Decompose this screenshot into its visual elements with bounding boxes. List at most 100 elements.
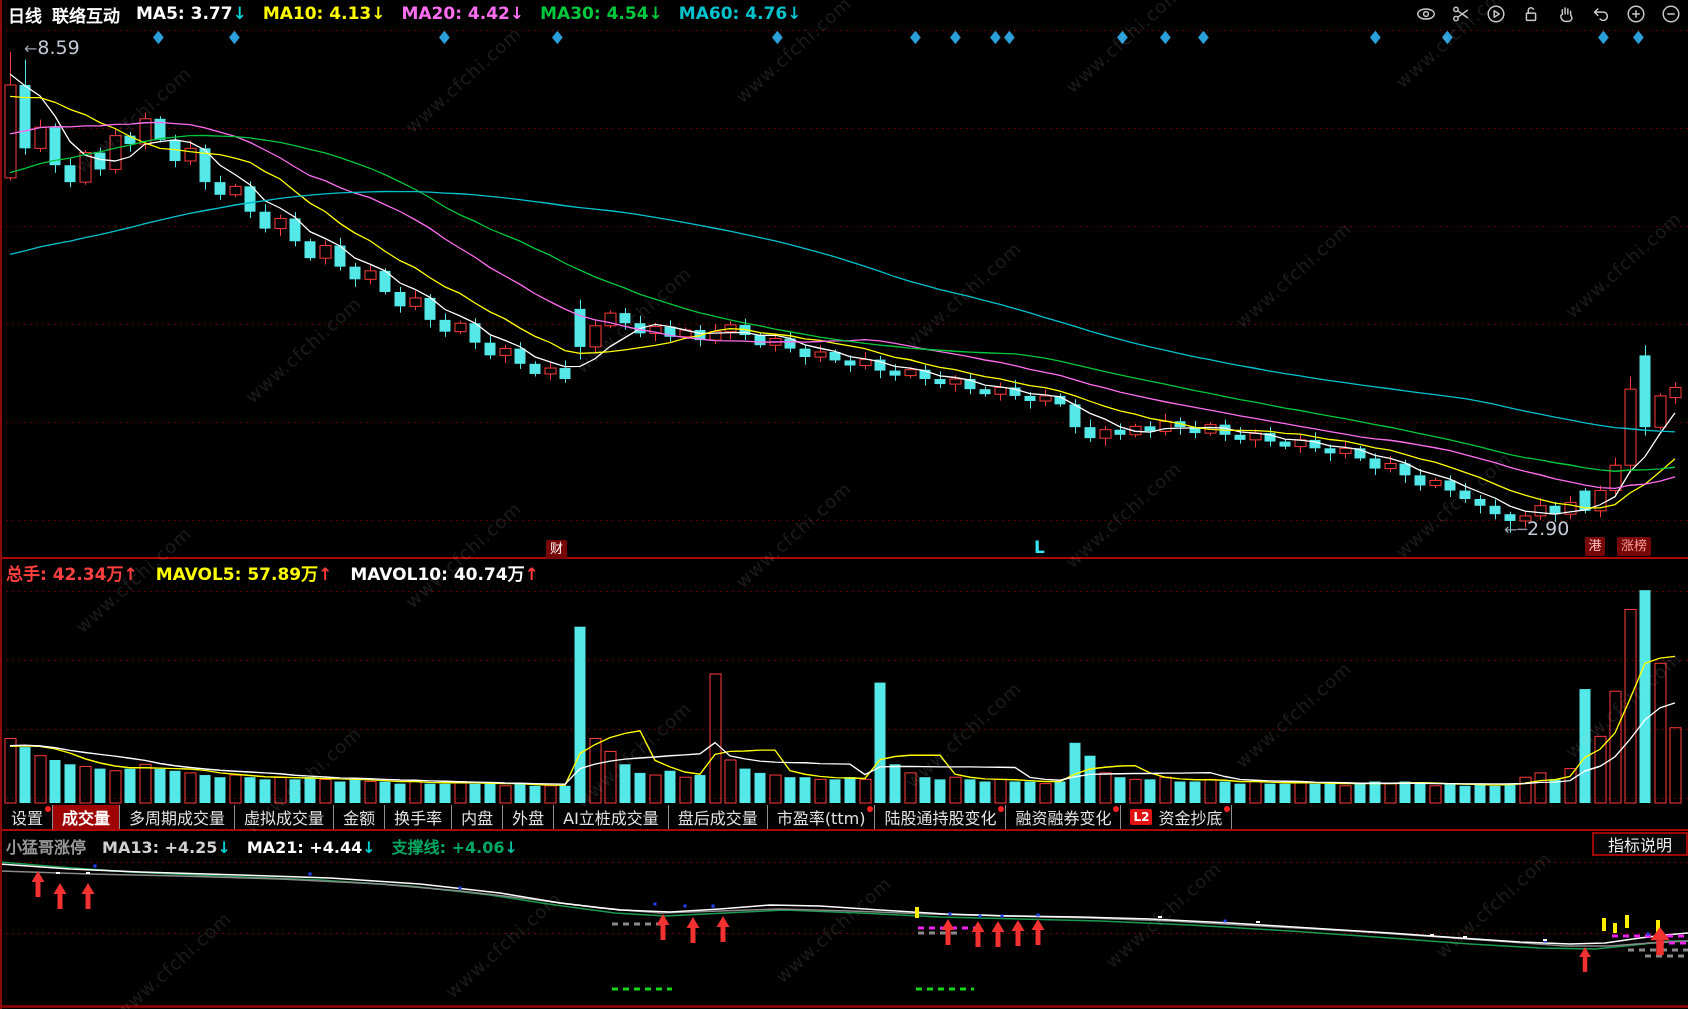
down-arrow-icon: ↓ [504, 838, 518, 857]
l2-badge: L2 [1130, 809, 1153, 825]
down-arrow-icon: ↓ [371, 4, 386, 24]
event-diamond-icon[interactable]: ◆ [772, 27, 783, 47]
event-diamond-icon[interactable]: ◆ [910, 27, 921, 47]
play-circle-icon[interactable] [1485, 3, 1507, 25]
scissors-icon[interactable] [1450, 3, 1472, 25]
left-arrow-icon: ← [24, 39, 38, 58]
indicator-chart-canvas[interactable] [0, 860, 1688, 1009]
tab-label: 内盘 [461, 809, 494, 828]
tab-label: 换手率 [394, 809, 443, 828]
indicator-tab-bar: 设置 成交量 多周期成交量 虚拟成交量 金额 换手率 内盘 外盘 AI立桩成交量 盘后成交量 市盈率… [2, 805, 1686, 829]
event-diamond-icon[interactable]: ◆ [1160, 27, 1171, 47]
volume-legend-item: MAVOL5: 57.89万↑ [156, 560, 333, 585]
separator-indicator [0, 829, 1688, 831]
symbol-name[interactable]: 联络互动 [52, 6, 120, 27]
hand-icon[interactable] [1555, 3, 1577, 25]
badge-limit-board[interactable]: 涨榜 [1617, 537, 1651, 556]
event-diamond-icon[interactable]: ◆ [1198, 27, 1209, 47]
tab-item-6[interactable]: 换手率 [385, 805, 453, 829]
indicator-legend-item: MA21: +4.44↓ [247, 838, 376, 857]
notification-dot [1113, 806, 1120, 812]
tab-item-7[interactable]: 内盘 [452, 805, 504, 829]
tab-label: 多周期成交量 [129, 809, 226, 828]
zoom-out-icon[interactable] [1660, 3, 1682, 25]
left-arrow-icon: ←─ [1504, 520, 1528, 539]
event-diamond-icon[interactable]: ◆ [439, 27, 450, 47]
down-arrow-icon: ↓ [787, 4, 802, 24]
indicator-value: MA21: +4.44 [246, 838, 363, 857]
event-diamond-icon[interactable]: ◆ [950, 27, 961, 47]
event-diamond-icon[interactable]: ◆ [153, 27, 164, 47]
undo-icon[interactable] [1590, 3, 1612, 25]
event-diamond-icon[interactable]: ◆ [990, 27, 1001, 47]
tab-item-2[interactable]: 成交量 [53, 805, 121, 829]
notification-dot [867, 806, 874, 812]
tab-label: 盘后成交量 [677, 809, 758, 828]
tab-item-13[interactable]: 融资融券变化 [1006, 805, 1122, 829]
down-arrow-icon: ↓ [232, 4, 247, 24]
down-arrow-icon: ↓ [509, 4, 525, 24]
ma-value: MA20: 4.42 [401, 4, 510, 24]
event-diamond-icon[interactable]: ◆ [229, 27, 240, 47]
event-diamond-icon[interactable]: ◆ [1598, 27, 1609, 47]
left-frame-border [0, 0, 2, 1009]
tab-label: 资金抄底 [1158, 809, 1223, 828]
separator-bottom [0, 1006, 1688, 1008]
volume-legend-item: 总手: 42.34万↑ [6, 560, 138, 585]
tab-item-9[interactable]: AI立桩成交量 [554, 805, 669, 829]
indicator-help-button[interactable]: 指标说明 [1591, 832, 1688, 856]
tab-item-11[interactable]: 市盈率(ttm) [768, 805, 876, 829]
chart-toolbar [1415, 2, 1682, 26]
indicator-values: MA13: +4.25↓ MA21: +4.44↓ 支撑线: +4.06↓ [102, 834, 534, 858]
tab-item-1[interactable]: 设置 [2, 805, 54, 829]
event-diamond-icon[interactable]: ◆ [1117, 27, 1128, 47]
ma-value: MA60: 4.76 [678, 4, 788, 24]
zoom-in-icon[interactable] [1625, 3, 1647, 25]
up-arrow-icon: ↑ [318, 565, 333, 585]
event-diamond-icon[interactable]: ◆ [1442, 27, 1453, 47]
volume-legend-item: MAVOL10: 40.74万↑ [350, 560, 538, 585]
tab-item-3[interactable]: 多周期成交量 [120, 805, 236, 829]
indicator-legend-item: MA13: +4.25↓ [102, 838, 231, 857]
event-diamond-icon[interactable]: ◆ [552, 27, 563, 47]
badge-cai[interactable]: 财 [546, 540, 567, 559]
separator-volume [0, 557, 1688, 559]
ma-legend: MA5: 3.77↓ MA10: 4.13↓ MA20: 4.42↓ MA30: 4.… [136, 4, 817, 24]
main-chart-canvas[interactable] [0, 28, 1688, 558]
tab-label: 成交量 [62, 809, 111, 828]
tab-item-14[interactable]: L2 资金抄底 [1121, 805, 1233, 829]
volume-legend: 总手: 42.34万↑ MAVOL5: 57.89万↑ MAVOL10: 40.74… [6, 560, 539, 585]
marker-l: L [1034, 538, 1045, 558]
indicator-value: 支撑线: +4.06 [391, 838, 505, 857]
ma-legend-item: MA60: 4.76↓ [679, 4, 802, 24]
tab-label: 融资融券变化 [1015, 809, 1112, 828]
tab-label: 外盘 [512, 809, 545, 828]
indicator-legend: 小猛哥涨停 MA13: +4.25↓ MA21: +4.44↓ 支撑线: +4.06… [6, 834, 534, 858]
lock-open-icon[interactable] [1520, 3, 1542, 25]
ma-legend-item: MA10: 4.13↓ [263, 4, 386, 24]
chart-header: 日线 联络互动 MA5: 3.77↓ MA10: 4.13↓ MA20: 4.42↓… [0, 0, 1688, 28]
period-label[interactable]: 日线 [8, 6, 42, 27]
tab-label: 陆股通持股变化 [884, 809, 997, 828]
tab-item-10[interactable]: 盘后成交量 [669, 805, 768, 829]
tab-item-12[interactable]: 陆股通持股变化 [875, 805, 1007, 829]
up-arrow-icon: ↑ [123, 565, 138, 585]
tab-item-5[interactable]: 金额 [334, 805, 386, 829]
tab-label: 市盈率(ttm) [776, 809, 866, 828]
ma-legend-item: MA30: 4.54↓ [540, 4, 663, 24]
volume-chart-canvas[interactable] [0, 586, 1688, 805]
event-diamond-icon[interactable]: ◆ [1004, 27, 1015, 47]
eye-icon[interactable] [1415, 3, 1437, 25]
tab-item-4[interactable]: 虚拟成交量 [235, 805, 335, 829]
event-diamond-icon[interactable]: ◆ [1370, 27, 1381, 47]
ma-value: MA5: 3.77 [136, 4, 233, 24]
volume-value: 总手: 42.34万 [6, 565, 124, 585]
badge-hk[interactable]: 港 [1585, 537, 1605, 556]
tab-label: 金额 [343, 809, 376, 828]
indicator-legend-item: 支撑线: +4.06↓ [392, 838, 518, 857]
tab-label: 虚拟成交量 [244, 809, 325, 828]
event-diamond-icon[interactable]: ◆ [1633, 27, 1644, 47]
tab-item-8[interactable]: 外盘 [503, 805, 555, 829]
indicator-value: MA13: +4.25 [102, 838, 218, 857]
high-price-label: ←8.59 [24, 37, 80, 59]
